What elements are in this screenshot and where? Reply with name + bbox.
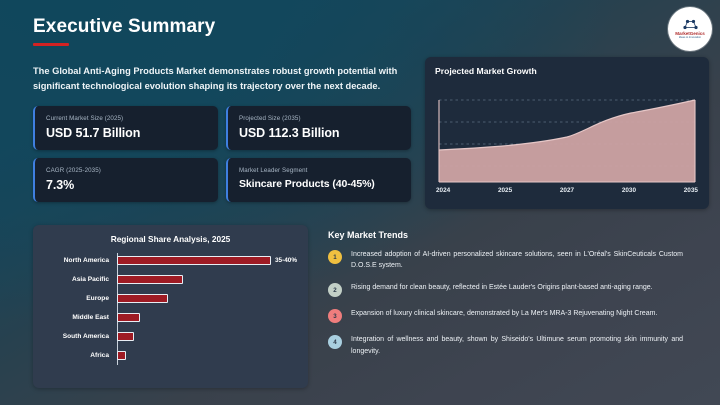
x-tick-label: 2035 — [683, 187, 698, 194]
bar-track — [114, 313, 297, 322]
bar — [117, 256, 271, 265]
trend-text: Increased adoption of AI-driven personal… — [351, 251, 683, 270]
area-chart-svg — [438, 99, 696, 183]
bar — [117, 313, 141, 322]
bar-rows: North America 35-40% Asia Pacific Europe Mid… — [44, 251, 297, 365]
bar-value-label: 35-40% — [274, 257, 297, 264]
trend-number-badge: 3 — [328, 309, 342, 324]
bar-track: 35-40% — [114, 256, 297, 265]
chart-title: Regional Share Analysis, 2025 — [110, 234, 231, 244]
bar-row: Africa — [44, 346, 297, 365]
regional-share-chart: Regional Share Analysis, 2025 North Amer… — [33, 225, 308, 388]
bar-row: Asia Pacific — [44, 270, 297, 289]
bar-category-label: Middle East — [72, 314, 109, 321]
bar-track — [114, 275, 297, 284]
chart-title: Projected Market Growth — [435, 66, 537, 76]
page-subtitle: The Global Anti-Aging Products Market de… — [33, 66, 398, 92]
bar-category-label: Africa — [90, 352, 109, 359]
area-line — [438, 99, 696, 151]
trend-text: Rising demand for clean beauty, reflecte… — [351, 284, 653, 292]
logo-tagline: Ideas to Innovation — [678, 36, 702, 40]
trend-number-badge: 1 — [328, 250, 342, 264]
bar — [117, 294, 169, 303]
bar-row: Europe — [44, 289, 297, 308]
trend-text: Integration of wellness and beauty, show… — [351, 336, 683, 355]
x-tick-label: 2030 — [621, 187, 637, 194]
trend-item: 1 Increased adoption of AI-driven persona… — [328, 249, 706, 271]
trend-item: 4 Integration of wellness and beauty, sho… — [328, 334, 706, 356]
stat-cards: Current Market Size (2025) USD 51.7 Bill… — [33, 106, 411, 202]
stat-card-current-market-size: Current Market Size (2025) USD 51.7 Bill… — [33, 106, 218, 150]
trends-title: Key Market Trends — [328, 230, 409, 240]
stat-value: USD 112.3 Billion — [239, 126, 340, 140]
title-underline — [33, 43, 69, 46]
bar-track — [114, 332, 297, 341]
area-fill — [439, 100, 695, 182]
x-tick-label: 2027 — [559, 187, 575, 194]
trend-item: 3 Expansion of luxury clinical skincare, … — [328, 308, 706, 324]
bar-category-label: Asia Pacific — [71, 276, 109, 283]
bar-track — [114, 351, 297, 360]
stat-label: Projected Size (2035) — [239, 115, 301, 122]
stat-value: Skincare Products (40-45%) — [239, 178, 375, 190]
stat-value: 7.3% — [46, 178, 75, 192]
bar-category-label: North America — [63, 257, 109, 264]
bar-track — [114, 294, 297, 303]
network-nodes-icon — [682, 19, 698, 30]
bar — [117, 351, 126, 360]
stat-label: Market Leader Segment — [239, 167, 308, 174]
stat-label: CAGR (2025-2035) — [46, 167, 101, 174]
trend-number-badge: 4 — [328, 335, 342, 350]
x-axis-labels: 2024 2025 2027 2030 2035 — [435, 187, 699, 194]
y-axis-line — [117, 253, 118, 365]
trend-list: 1 Increased adoption of AI-driven persona… — [328, 249, 706, 357]
page-header: Executive Summary — [33, 16, 215, 46]
stat-card-market-leader-segment: Market Leader Segment Skincare Products … — [226, 158, 411, 202]
bar-category-label: South America — [62, 333, 109, 340]
x-tick-label: 2024 — [436, 187, 451, 194]
company-logo: MarketGenics Ideas to Innovation — [668, 7, 712, 51]
stat-card-projected-size: Projected Size (2035) USD 112.3 Billion — [226, 106, 411, 150]
stat-card-cagr: CAGR (2025-2035) 7.3% — [33, 158, 218, 202]
bar — [117, 332, 135, 341]
stat-label: Current Market Size (2025) — [46, 115, 124, 122]
bar — [117, 275, 184, 284]
projected-market-growth-chart: Projected Market Growth 2024 2025 2027 2… — [425, 57, 709, 209]
page-title: Executive Summary — [33, 16, 216, 37]
bar-row: South America — [44, 327, 297, 346]
stat-value: USD 51.7 Billion — [46, 126, 141, 140]
x-tick-label: 2025 — [497, 187, 513, 194]
bar-category-label: Europe — [86, 295, 109, 302]
key-market-trends: Key Market Trends 1 Increased adoption of… — [328, 230, 706, 368]
bar-row: North America 35-40% — [44, 251, 297, 270]
trend-item: 2 Rising demand for clean beauty, reflect… — [328, 282, 706, 298]
trend-number-badge: 2 — [328, 283, 342, 298]
bar-row: Middle East — [44, 308, 297, 327]
trend-text: Expansion of luxury clinical skincare, d… — [351, 310, 658, 318]
chart-plot-area — [435, 78, 699, 186]
logo-name: MarketGenics — [675, 30, 705, 36]
